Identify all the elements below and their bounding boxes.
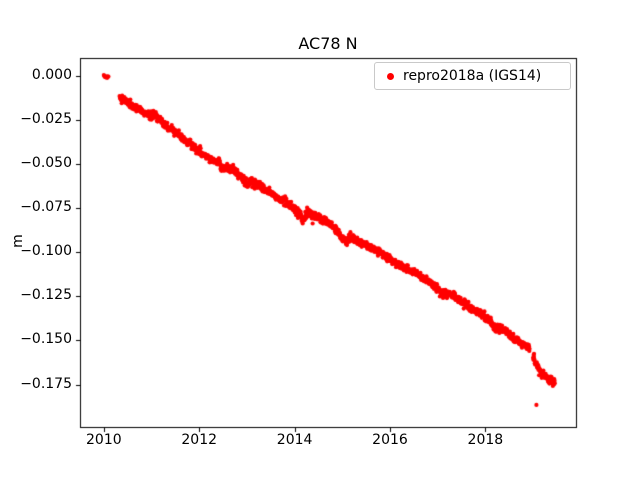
- x-tick-label: 2012: [181, 432, 218, 448]
- y-tick-label: −0.075: [20, 199, 72, 216]
- x-tick-label: 2014: [276, 432, 313, 448]
- x-tick-label: 2018: [467, 432, 504, 448]
- legend-label: repro2018a (IGS14): [403, 68, 542, 84]
- y-tick-label: 0.000: [31, 66, 72, 83]
- y-tick-label: −0.150: [20, 331, 72, 348]
- legend-box: repro2018a (IGS14): [374, 62, 571, 90]
- x-tick-label: 2016: [372, 432, 408, 448]
- y-tick-label: −0.100: [20, 243, 72, 260]
- legend-dot-marker-icon: [387, 72, 394, 80]
- y-tick-label: −0.125: [20, 287, 72, 304]
- y-tick-label: −0.050: [20, 154, 72, 171]
- y-tick-label: −0.025: [20, 110, 72, 127]
- chart-title: AC78 N: [298, 34, 358, 53]
- y-tick-label: −0.175: [20, 375, 72, 392]
- x-tick-label: 2010: [86, 432, 122, 448]
